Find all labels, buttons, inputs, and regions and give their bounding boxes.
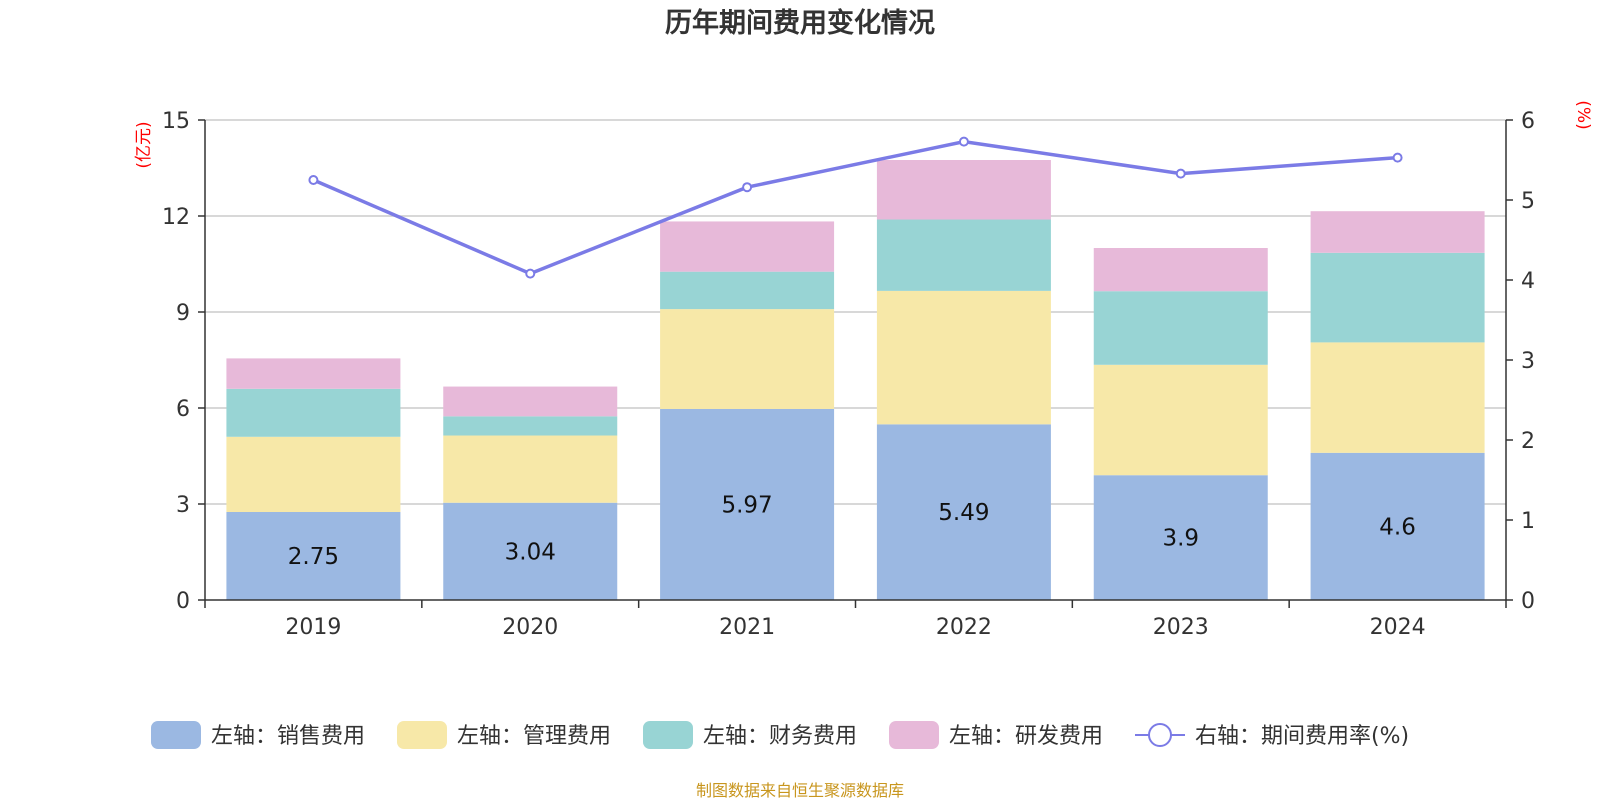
- rate-line-point: [742, 182, 753, 193]
- bar-value-label: 3.9: [1162, 526, 1199, 552]
- bar-segment-2: [1310, 252, 1485, 343]
- bar-segment-2: [1093, 291, 1268, 365]
- x-axis-tick-label: 2020: [502, 615, 558, 640]
- x-axis-tick-label: 2023: [1153, 615, 1209, 640]
- legend-swatch: [643, 721, 693, 749]
- rate-line-point: [308, 175, 319, 185]
- legend-label: 左轴：销售费用: [211, 724, 365, 749]
- right-axis-tick-label: 5: [1521, 189, 1535, 214]
- bar-segment-0: [1310, 452, 1485, 600]
- left-axis-tick-label: 9: [176, 301, 190, 326]
- legend-label: 左轴：财务费用: [703, 724, 857, 749]
- right-axis-tick-label: 4: [1521, 269, 1535, 294]
- rate-line-point: [525, 268, 536, 279]
- rate-line: [308, 136, 1403, 279]
- bar-value-label: 4.6: [1379, 514, 1416, 540]
- chart-title: 历年期间费用变化情况: [665, 7, 935, 39]
- bar-segment-3: [660, 221, 835, 272]
- right-axis-tick-label: 2: [1521, 429, 1535, 454]
- bar-segment-2: [660, 271, 835, 310]
- bars: [226, 160, 1485, 600]
- legend-swatch: [889, 721, 939, 749]
- rate-line-point: [1175, 168, 1186, 179]
- x-axis-tick-label: 2019: [285, 615, 341, 640]
- bar-segment-0: [660, 408, 835, 600]
- left-axis-tick-label: 15: [162, 109, 190, 134]
- bar-segment-1: [876, 290, 1051, 425]
- bar-segment-3: [1093, 248, 1268, 292]
- x-axis-tick-label: 2024: [1370, 615, 1426, 640]
- bar-segment-1: [660, 309, 835, 409]
- bar-segment-0: [876, 424, 1051, 600]
- bar-segment-3: [443, 386, 618, 417]
- bar-segment-2: [876, 219, 1051, 291]
- left-axis-tick-label: 0: [176, 589, 190, 614]
- bar-value-label: 3.04: [505, 539, 556, 565]
- left-axis-tick-label: 6: [176, 397, 190, 422]
- bar-value-label: 5.49: [938, 500, 989, 526]
- legend-marker: [1148, 723, 1172, 747]
- bar-segment-3: [1310, 211, 1485, 253]
- legend: 左轴：销售费用 左轴：管理费用 左轴：财务费用 左轴：研发费用 右轴：期间费用率(%): [151, 721, 1409, 749]
- grid-lines: [205, 119, 1506, 505]
- rate-line-path: [312, 139, 1398, 276]
- right-axis-tick-label: 0: [1521, 589, 1535, 614]
- bar-segment-1: [226, 436, 401, 512]
- right-axis-tick-label: 1: [1521, 509, 1535, 534]
- right-axis-tick-label: 6: [1521, 109, 1535, 134]
- bar-value-label: 2.75: [288, 544, 339, 570]
- x-axis-tick-label: 2021: [719, 615, 775, 640]
- legend-label: 右轴：期间费用率(%): [1195, 724, 1409, 749]
- left-axis-tick-label: 3: [176, 493, 190, 518]
- bar-segment-0: [443, 502, 618, 600]
- bar-segment-1: [1093, 364, 1268, 476]
- bar-segment-1: [1310, 342, 1485, 453]
- legend-label: 左轴：管理费用: [457, 724, 611, 749]
- left-axis-tick-label: 12: [162, 205, 190, 230]
- bar-segment-1: [443, 435, 618, 503]
- left-axis-unit: (亿元): [134, 121, 154, 168]
- bar-value-label: 5.97: [721, 492, 772, 518]
- bar-segment-2: [443, 416, 618, 436]
- right-axis-tick-label: 3: [1521, 349, 1535, 374]
- rate-line-point: [1392, 152, 1403, 163]
- rate-line-point: [958, 136, 969, 147]
- bar-segment-3: [226, 358, 401, 389]
- bar-segment-0: [226, 512, 401, 600]
- legend-swatch: [151, 721, 201, 749]
- bar-segment-2: [226, 388, 401, 437]
- bar-labels: 2.75 3.04 5.97 5.49 3.9 4.6: [288, 492, 1416, 570]
- bar-segment-0: [1093, 475, 1268, 600]
- data-source-note: 制图数据来自恒生聚源数据库: [696, 781, 904, 800]
- legend-swatch: [397, 721, 447, 749]
- legend-label: 左轴：研发费用: [949, 724, 1103, 749]
- right-axis-unit: (%): [1573, 100, 1593, 129]
- x-axis-tick-label: 2022: [936, 615, 992, 640]
- bar-segment-3: [876, 160, 1051, 220]
